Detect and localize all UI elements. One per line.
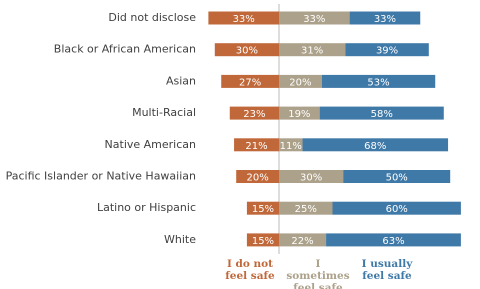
bar-segment	[345, 43, 429, 57]
value-label: 25%	[295, 204, 317, 215]
legend-entry: I usually feel safe	[361, 258, 413, 282]
category-label: Native American	[105, 138, 196, 151]
bar-segment	[279, 233, 327, 247]
value-label: 20%	[246, 173, 268, 184]
value-label: 58%	[371, 109, 393, 120]
bar-segment	[279, 138, 303, 152]
bar-segment	[279, 74, 322, 88]
category-label: White	[164, 233, 196, 246]
value-label: 15%	[252, 236, 274, 247]
value-label: 20%	[289, 77, 311, 88]
value-label: 23%	[243, 109, 265, 120]
bar-segment	[246, 201, 279, 215]
bar-segment	[332, 201, 461, 215]
value-label: 11%	[280, 141, 302, 152]
legend-entry: I do not feel safe	[225, 258, 275, 282]
value-label: 33%	[233, 14, 255, 25]
category-label: Multi-Racial	[132, 106, 196, 119]
value-label: 39%	[376, 46, 398, 57]
category-label: Asian	[166, 74, 196, 87]
value-label: 30%	[236, 46, 258, 57]
bar-segment	[319, 106, 444, 120]
category-label: Did not disclose	[108, 11, 196, 24]
value-label: 21%	[245, 141, 267, 152]
value-label: 22%	[291, 236, 313, 247]
bar-segment	[279, 201, 333, 215]
bar-segment	[326, 233, 461, 247]
bar-segment	[321, 74, 436, 88]
value-label: 30%	[300, 173, 322, 184]
bar-segment	[229, 106, 279, 120]
bar-segment	[302, 138, 449, 152]
bar-segment	[279, 106, 320, 120]
bar-segment	[279, 43, 346, 57]
category-label: Latino or Hispanic	[97, 201, 196, 214]
value-label: 15%	[252, 204, 274, 215]
value-label: 33%	[303, 14, 325, 25]
value-label: 33%	[374, 14, 396, 25]
value-label: 50%	[386, 173, 408, 184]
value-label: 68%	[364, 141, 386, 152]
bar-segment	[234, 138, 279, 152]
bar-segment	[246, 233, 279, 247]
value-label: 19%	[288, 109, 310, 120]
value-label: 27%	[239, 77, 261, 88]
bar-segment	[279, 170, 344, 183]
value-label: 53%	[367, 77, 389, 88]
bar-segment	[343, 170, 451, 183]
bar-segment	[221, 74, 279, 88]
value-label: 31%	[301, 46, 323, 57]
value-label: 60%	[386, 204, 408, 215]
bar-segment	[236, 170, 279, 183]
bar-segment	[349, 11, 421, 25]
bar-segment	[279, 11, 350, 25]
value-label: 63%	[382, 236, 404, 247]
category-label: Pacific Islander or Native Hawaiian	[6, 170, 196, 183]
bar-segment	[208, 11, 279, 25]
bar-segment	[214, 43, 279, 57]
legend-entry: I sometimes feel safe	[286, 258, 350, 289]
category-label: Black or African American	[54, 43, 196, 56]
